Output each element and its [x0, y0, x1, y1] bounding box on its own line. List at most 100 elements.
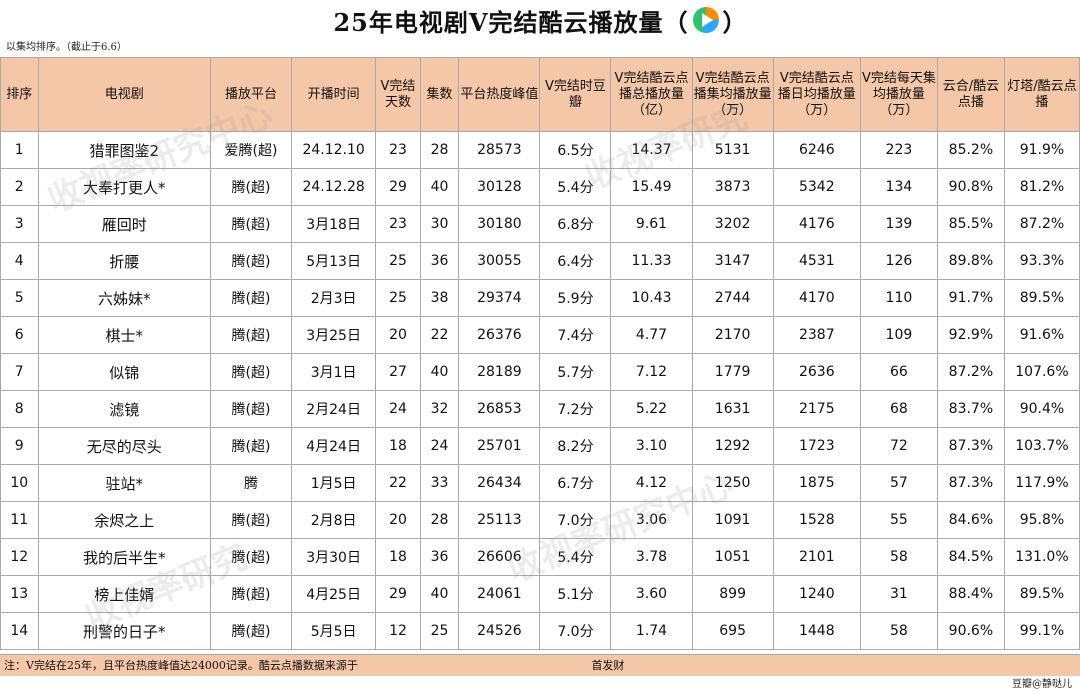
drama-name-cell: 大奉打更人* [37, 168, 211, 206]
table-cell: 23 [375, 205, 421, 243]
drama-name-cell: 无尽的尽头 [37, 427, 211, 465]
table-cell: 爱腾(超) [209, 131, 293, 169]
table-cell: 4531 [772, 242, 861, 280]
table-cell: 2月3日 [291, 279, 377, 317]
table-cell: 腾(超) [209, 168, 293, 206]
table-cell: 6.4分 [539, 242, 612, 280]
table-cell: 25 [375, 279, 421, 317]
table-cell: 6.8分 [539, 205, 612, 243]
table-cell: 40 [419, 353, 460, 391]
table-cell: 899 [691, 575, 774, 613]
table-cell: 33 [419, 464, 460, 502]
table-cell: 89.5% [1003, 279, 1080, 317]
table-cell: 5.1分 [539, 575, 612, 613]
table-cell: 2月8日 [291, 501, 377, 539]
table-cell: 28 [419, 501, 460, 539]
table-cell: 5131 [691, 131, 774, 169]
table-cell: 7.0分 [539, 501, 612, 539]
table-cell: 99.1% [1003, 612, 1080, 650]
table-cell: 1.74 [610, 612, 693, 650]
table-cell: 4.12 [610, 464, 693, 502]
table-cell: 95.8% [1003, 501, 1080, 539]
table-cell: 91.7% [936, 279, 1005, 317]
table-cell: 28 [419, 131, 460, 169]
table-cell: 23 [375, 131, 421, 169]
table-cell: 3147 [691, 242, 774, 280]
table-cell: 6.5分 [539, 131, 612, 169]
table-cell: 11 [0, 501, 39, 539]
table-cell: 26606 [458, 538, 541, 576]
table-cell: 腾(超) [209, 279, 293, 317]
footnote-tail: 首发财 [591, 659, 625, 672]
table-cell: 85.2% [936, 131, 1005, 169]
table-cell: 26434 [458, 464, 541, 502]
drama-name-cell: 似锦 [37, 353, 211, 391]
table-cell: 87.3% [936, 427, 1005, 465]
table-cell: 6246 [772, 131, 861, 169]
table-cell: 27 [375, 353, 421, 391]
table-cell: 91.9% [1003, 131, 1080, 169]
table-cell: 89.5% [1003, 575, 1080, 613]
column-header: 开播时间 [291, 57, 377, 132]
table-cell: 1779 [691, 353, 774, 391]
table-cell: 1051 [691, 538, 774, 576]
table-cell: 38 [419, 279, 460, 317]
table-cell: 90.6% [936, 612, 1005, 650]
column-header: V完结酷云点播总播放量（亿） [610, 57, 693, 132]
table-cell: 5.7分 [539, 353, 612, 391]
table-cell: 4 [0, 242, 39, 280]
table-cell: 30 [419, 205, 460, 243]
table-cell: 5.4分 [539, 168, 612, 206]
table-cell: 32 [419, 390, 460, 428]
table-cell: 26376 [458, 316, 541, 354]
drama-name-cell: 余烬之上 [37, 501, 211, 539]
table-cell: 10 [0, 464, 39, 502]
table-row: 6 棋士* 腾(超) 3月25日 20 22 26376 7.4分 4.77 2170 2387 10… [0, 316, 1080, 354]
table-cell: 30055 [458, 242, 541, 280]
table-cell: 3.60 [610, 575, 693, 613]
table-cell: 29374 [458, 279, 541, 317]
table-cell: 131.0% [1003, 538, 1080, 576]
table-cell: 117.9% [1003, 464, 1080, 502]
table-row: 12 我的后半生* 腾(超) 3月30日 18 36 26606 5.4分 3.78 1051 21… [0, 538, 1080, 576]
table-cell: 腾(超) [209, 242, 293, 280]
column-header: 排序 [0, 57, 39, 132]
table-cell: 5月5日 [291, 612, 377, 650]
table-cell: 8.2分 [539, 427, 612, 465]
table-cell: 2744 [691, 279, 774, 317]
table-cell: 5月13日 [291, 242, 377, 280]
table-cell: 25 [419, 612, 460, 650]
table-cell: 25701 [458, 427, 541, 465]
drama-name-cell: 六姊妹* [37, 279, 211, 317]
table-cell: 1240 [772, 575, 861, 613]
table-cell: 5.9分 [539, 279, 612, 317]
table-cell: 1723 [772, 427, 861, 465]
table-row: 13 榜上佳婿 腾(超) 4月25日 29 40 24061 5.1分 3.60 899 1240 3… [0, 575, 1080, 613]
table-cell: 腾(超) [209, 205, 293, 243]
table-cell: 58 [859, 538, 938, 576]
table-cell: 22 [375, 464, 421, 502]
table-cell: 9.61 [610, 205, 693, 243]
table-cell: 2 [0, 168, 39, 206]
table-cell: 20 [375, 316, 421, 354]
table-row: 5 六姊妹* 腾(超) 2月3日 25 38 29374 5.9分 10.43 2744 4170 1… [0, 279, 1080, 317]
table-cell: 腾(超) [209, 353, 293, 391]
table-row: 1 猎罪图鉴2 爱腾(超) 24.12.10 23 28 28573 6.5分 14.37 513… [0, 131, 1080, 169]
table-cell: 24.12.10 [291, 131, 377, 169]
table-cell: 3202 [691, 205, 774, 243]
table-cell: 7.2分 [539, 390, 612, 428]
table-cell: 84.5% [936, 538, 1005, 576]
table-cell: 2175 [772, 390, 861, 428]
table-cell: 66 [859, 353, 938, 391]
table-cell: 4170 [772, 279, 861, 317]
column-header: V完结酷云点播日均播放量（万） [772, 57, 861, 132]
table-cell: 2170 [691, 316, 774, 354]
table-cell: 57 [859, 464, 938, 502]
table-cell: 3 [0, 205, 39, 243]
table-cell: 36 [419, 242, 460, 280]
table-cell: 126 [859, 242, 938, 280]
footnote-text: 注：V完结在25年，且平台热度峰值达24000记录。酷云点播数据来源于 [4, 659, 358, 672]
table-cell: 腾(超) [209, 538, 293, 576]
table-cell: 1448 [772, 612, 861, 650]
table-cell: 29 [375, 575, 421, 613]
